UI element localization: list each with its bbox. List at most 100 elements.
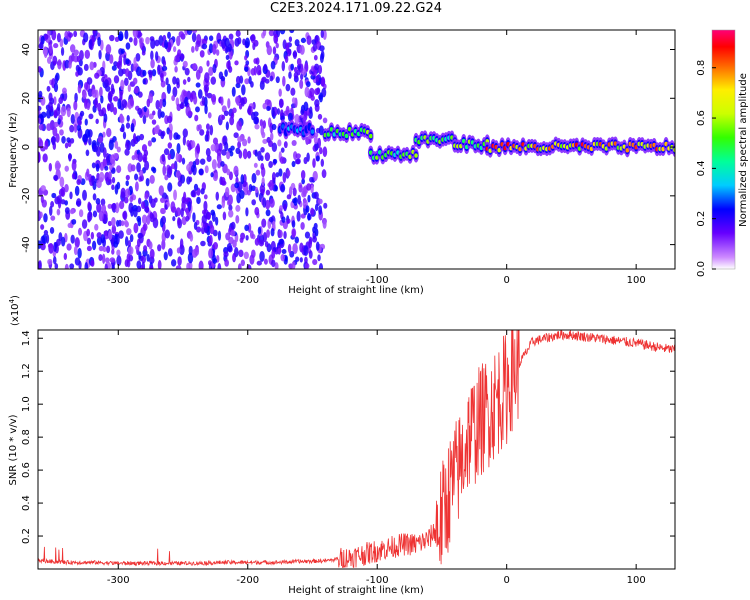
spectrogram-noise-blob bbox=[61, 236, 66, 247]
spectrogram-noise-blob bbox=[159, 197, 166, 203]
spectrogram-noise-blob bbox=[304, 231, 311, 239]
spectrogram-noise-blob bbox=[318, 205, 323, 215]
spectrogram-noise-blob bbox=[127, 163, 133, 173]
spectrogram-noise-blob bbox=[105, 44, 112, 55]
spectrogram-noise-blob bbox=[107, 103, 111, 112]
spectrogram-noise-blob bbox=[114, 36, 120, 43]
spectrogram-noise-blob bbox=[224, 69, 228, 77]
spectrogram-noise-blob bbox=[161, 215, 167, 225]
spectrogram-noise-blob bbox=[68, 32, 74, 38]
spectrogram-noise-blob bbox=[48, 162, 53, 172]
spectrogram-noise-blob bbox=[96, 172, 100, 181]
spectrogram-noise-blob bbox=[193, 183, 199, 191]
x-tick-label: 0 bbox=[503, 575, 509, 586]
spectrogram-noise-blob bbox=[50, 201, 55, 208]
spectrogram-noise-blob bbox=[215, 191, 219, 201]
spectrogram-noise-blob bbox=[129, 196, 134, 203]
spectrogram-noise-blob bbox=[247, 150, 252, 159]
spectrogram-noise-blob bbox=[128, 246, 134, 256]
spectrogram-noise-blob bbox=[155, 51, 159, 62]
spectrogram-noise-blob bbox=[204, 86, 208, 97]
spectrogram-noise-blob bbox=[118, 230, 124, 239]
spectrogram-noise-blob bbox=[70, 234, 75, 244]
spectrogram-noise-blob bbox=[49, 43, 53, 54]
spectrogram-noise-blob bbox=[87, 211, 93, 222]
spectrogram-noise-blob bbox=[199, 158, 206, 165]
snr-frame bbox=[37, 329, 676, 570]
spectrogram-noise-blob bbox=[134, 173, 139, 181]
spectrogram-noise-blob bbox=[125, 174, 130, 181]
spectrogram-noise-blob bbox=[132, 30, 138, 38]
spectrogram-noise-blob bbox=[221, 180, 227, 186]
spectrogram-noise-blob bbox=[39, 211, 43, 219]
spectrogram-noise-blob bbox=[185, 215, 190, 222]
spectrogram-noise-blob bbox=[83, 82, 89, 90]
spectrogram-noise-blob bbox=[303, 245, 309, 257]
spectrogram-noise-blob bbox=[140, 201, 146, 209]
spectrogram-noise-blob bbox=[302, 68, 307, 77]
spectrogram-noise-blob bbox=[104, 263, 108, 269]
spectrogram-noise-blob bbox=[54, 263, 59, 269]
spectrogram-noise-blob bbox=[226, 168, 231, 176]
spectrogram-noise-blob bbox=[208, 35, 214, 42]
spectrogram-noise-blob bbox=[111, 248, 115, 255]
spectrogram-noise-blob bbox=[319, 147, 323, 155]
spectrogram-noise-blob bbox=[212, 63, 217, 74]
spectrogram-noise-blob bbox=[69, 124, 75, 133]
spectrogram-noise-blob bbox=[123, 196, 129, 204]
spectrogram-noise-blob bbox=[47, 243, 53, 249]
spectrogram-noise-blob bbox=[294, 158, 301, 165]
spectrogram-noise-blob bbox=[124, 236, 129, 247]
spectrogram-noise-blob bbox=[134, 181, 139, 192]
spectrogram-noise-blob bbox=[85, 149, 90, 157]
spectrogram-noise-blob bbox=[222, 211, 227, 221]
spectrogram-noise-blob bbox=[306, 183, 312, 191]
spectrogram-noise-blob bbox=[292, 243, 298, 255]
spectrogram-noise-blob bbox=[167, 182, 173, 192]
spectrogram-noise-blob bbox=[38, 152, 41, 163]
spectrogram-noise-blob bbox=[160, 111, 165, 118]
spectrogram-noise-blob bbox=[108, 230, 113, 241]
spectrogram-noise-blob bbox=[236, 120, 242, 131]
spectrogram-noise-blob bbox=[268, 179, 275, 191]
spectrogram-noise-blob bbox=[91, 175, 95, 187]
spectrogram-noise-blob bbox=[225, 186, 230, 198]
spectrogram-noise-blob bbox=[206, 155, 212, 162]
spectrogram-noise-blob bbox=[235, 214, 240, 224]
spectrogram-noise-blob bbox=[286, 194, 292, 200]
spectrogram-noise-blob bbox=[182, 135, 186, 146]
spectrogram-noise-blob bbox=[283, 231, 287, 239]
spectrogram-noise-blob bbox=[300, 169, 306, 180]
spectrogram-noise-blob bbox=[228, 43, 232, 52]
spectrogram-noise-blob bbox=[249, 34, 256, 42]
spectrogram-noise-blob bbox=[318, 125, 324, 136]
spectrogram-noise-blob bbox=[212, 258, 218, 264]
spectrogram-noise-blob bbox=[136, 31, 143, 38]
spectrogram-noise-blob bbox=[217, 230, 222, 241]
spectrogram-noise-blob bbox=[305, 205, 310, 213]
spectrogram-noise-blob bbox=[194, 44, 199, 52]
spectrogram-noise-blob bbox=[189, 93, 194, 103]
spectrogram-noise-blob bbox=[187, 142, 192, 151]
spectrogram-noise-blob bbox=[279, 205, 284, 212]
colorbar-tick-label: 0.6 bbox=[696, 110, 707, 126]
spectrogram-noise-blob bbox=[254, 206, 260, 216]
spectrogram-noise-blob bbox=[147, 69, 153, 75]
y-tick-label: 1.4 bbox=[21, 330, 32, 346]
spectrogram-noise-blob bbox=[280, 254, 285, 262]
spectrogram-noise-blob bbox=[215, 216, 219, 226]
spectrogram-noise-blob bbox=[242, 148, 248, 160]
spectrogram-noise-blob bbox=[145, 205, 150, 214]
spectrogram-noise-blob bbox=[84, 118, 88, 126]
spectrogram-noise-blob bbox=[234, 60, 239, 66]
y-tick-label: 0.6 bbox=[21, 462, 32, 478]
spectrogram-noise-blob bbox=[300, 108, 305, 116]
spectrogram-noise-blob bbox=[99, 171, 105, 183]
spectrogram-noise-blob bbox=[228, 33, 234, 40]
spectrogram-noise-blob bbox=[240, 97, 245, 107]
spectrogram-noise-blob bbox=[79, 49, 84, 61]
spectrogram-noise-blob bbox=[278, 168, 283, 177]
spectrogram-noise-blob bbox=[263, 258, 268, 265]
spectrogram-noise-blob bbox=[176, 247, 181, 254]
